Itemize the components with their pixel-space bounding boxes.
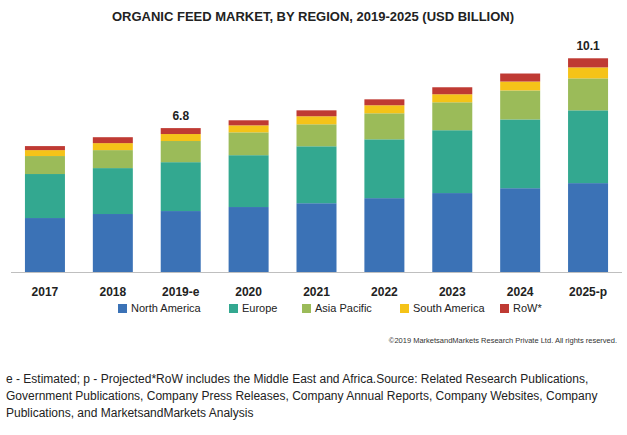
copyright: ©2019 MarketsandMarkets Research Private… [389, 336, 617, 345]
bar [25, 150, 65, 156]
bar [93, 214, 133, 272]
x-tick-label: 2017 [32, 285, 59, 299]
legend-swatch [118, 304, 127, 313]
bar [364, 139, 404, 198]
bar [500, 82, 540, 91]
bar [364, 113, 404, 139]
bar [568, 58, 608, 67]
bar [25, 146, 65, 150]
legend-swatch [500, 304, 509, 313]
title: ORGANIC FEED MARKET, BY REGION, 2019-202… [112, 9, 514, 24]
legend-swatch [302, 304, 311, 313]
bar [432, 87, 472, 94]
legend-label: North America [131, 302, 202, 314]
bar [364, 99, 404, 105]
bar [93, 150, 133, 168]
bar [229, 125, 269, 132]
bar [93, 143, 133, 150]
bar [364, 198, 404, 272]
bar [229, 120, 269, 125]
x-tick-label: 2025-p [569, 285, 607, 299]
bar [161, 211, 201, 272]
bar [568, 78, 608, 110]
legend-label: Asia Pacific [315, 302, 372, 314]
x-tick-label: 2024 [507, 285, 534, 299]
x-tick-label: 2022 [371, 285, 398, 299]
bar [432, 193, 472, 272]
legend-swatch [229, 304, 238, 313]
bar [297, 203, 337, 272]
bar [432, 130, 472, 193]
bar [161, 128, 201, 134]
bar [364, 105, 404, 113]
bar [297, 110, 337, 116]
page: ORGANIC FEED MARKET, BY REGION, 2019-202… [0, 0, 627, 435]
bar [25, 156, 65, 174]
bar [161, 141, 201, 162]
bar [500, 90, 540, 119]
bar [432, 102, 472, 130]
footnote: e - Estimated; p - Projected*RoW include… [6, 371, 624, 422]
bar [25, 218, 65, 272]
bar [500, 119, 540, 188]
bar [25, 174, 65, 218]
x-tick-label: 2023 [439, 285, 466, 299]
bar [297, 146, 337, 203]
x-axis [11, 272, 622, 273]
bar [568, 67, 608, 78]
bar [500, 74, 540, 82]
legend-swatch [400, 304, 409, 313]
bar [297, 124, 337, 146]
x-tick-label: 2021 [303, 285, 330, 299]
bar [161, 162, 201, 211]
bar [93, 168, 133, 214]
bar [568, 110, 608, 183]
x-tick-label: 2020 [235, 285, 262, 299]
bar [432, 94, 472, 102]
bar [297, 116, 337, 124]
legend-label: South America [413, 302, 485, 314]
bar [500, 188, 540, 272]
bar [93, 137, 133, 143]
annotation: 6.8 [172, 109, 189, 123]
bar [161, 134, 201, 141]
bar [229, 207, 269, 272]
annotation: 10.1 [576, 39, 600, 53]
bar [229, 155, 269, 207]
bar [229, 132, 269, 155]
x-tick-label: 2018 [99, 285, 126, 299]
bar [568, 183, 608, 272]
chart: ORGANIC FEED MARKET, BY REGION, 2019-202… [0, 0, 627, 362]
legend-label: RoW* [513, 302, 542, 314]
legend-label: Europe [242, 302, 277, 314]
x-tick-label: 2019-e [162, 285, 200, 299]
